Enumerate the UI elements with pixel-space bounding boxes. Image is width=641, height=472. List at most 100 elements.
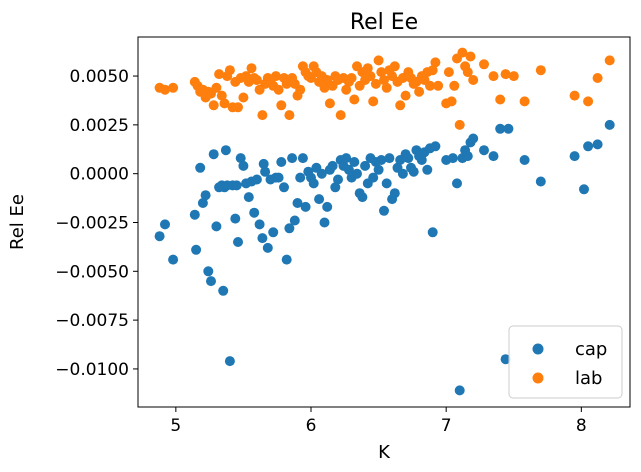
cap-point bbox=[333, 174, 343, 185]
lab-point bbox=[414, 86, 425, 97]
cap-point bbox=[168, 254, 179, 265]
cap-point bbox=[297, 153, 308, 164]
y-axis-label: Rel Ee bbox=[7, 194, 28, 250]
lab-point bbox=[365, 71, 376, 82]
cap-point bbox=[292, 198, 303, 208]
lab-point bbox=[349, 94, 360, 105]
cap-point bbox=[300, 201, 311, 212]
x-tick-label: 6 bbox=[306, 416, 317, 436]
points-layer bbox=[154, 47, 615, 396]
cap-point bbox=[189, 209, 200, 220]
lab-point bbox=[395, 100, 406, 111]
lab-point bbox=[238, 92, 249, 103]
lab-point bbox=[443, 67, 454, 78]
cap-point bbox=[314, 194, 325, 205]
lab-point bbox=[449, 80, 460, 91]
cap-point bbox=[583, 141, 594, 152]
cap-point bbox=[284, 223, 295, 234]
lab-point bbox=[535, 65, 546, 76]
lab-point bbox=[273, 84, 284, 95]
lab-point bbox=[495, 94, 506, 105]
x-axis-label: K bbox=[378, 442, 391, 463]
cap-point bbox=[427, 227, 438, 238]
lab-point bbox=[583, 96, 594, 107]
lab-point bbox=[319, 82, 330, 93]
cap-point bbox=[368, 172, 379, 183]
x-tick-label: 5 bbox=[170, 416, 181, 436]
cap-point bbox=[218, 285, 229, 296]
cap-point bbox=[343, 164, 354, 175]
cap-point bbox=[254, 219, 265, 230]
lab-point bbox=[376, 67, 387, 78]
cap-point bbox=[208, 149, 219, 160]
x-tick-label: 8 bbox=[576, 416, 587, 436]
cap-point bbox=[289, 215, 300, 226]
cap-point bbox=[154, 231, 165, 242]
lab-point bbox=[457, 47, 468, 58]
cap-point bbox=[452, 178, 462, 189]
lab-point bbox=[270, 71, 281, 82]
cap-point bbox=[430, 141, 441, 152]
cap-point bbox=[447, 153, 458, 164]
lab-point bbox=[168, 82, 179, 93]
cap-point bbox=[422, 164, 433, 175]
cap-point bbox=[454, 385, 465, 396]
cap-point bbox=[322, 201, 333, 212]
lab-point bbox=[208, 100, 219, 111]
legend-label-cap: cap bbox=[575, 339, 607, 360]
cap-point bbox=[379, 205, 389, 216]
cap-point bbox=[230, 213, 241, 224]
cap-point bbox=[330, 182, 341, 193]
lab-point bbox=[246, 63, 257, 74]
legend-marker-cap bbox=[532, 343, 544, 355]
lab-point bbox=[508, 71, 519, 82]
cap-point bbox=[295, 172, 306, 183]
cap-point bbox=[357, 192, 368, 203]
cap-point bbox=[251, 174, 262, 185]
cap-point bbox=[262, 242, 273, 253]
lab-point bbox=[276, 100, 287, 111]
lab-point bbox=[214, 69, 225, 80]
lab-point bbox=[592, 73, 603, 83]
cap-point bbox=[191, 244, 202, 255]
chart-title: Rel Ee bbox=[350, 10, 418, 35]
x-axis-ticks: 5 6 7 8 bbox=[170, 407, 587, 436]
lab-point bbox=[465, 51, 476, 62]
lab-point bbox=[500, 69, 511, 80]
cap-point bbox=[238, 160, 249, 171]
lab-point bbox=[324, 98, 335, 109]
cap-point bbox=[403, 153, 414, 164]
cap-point bbox=[206, 276, 216, 287]
y-tick-label: 0.0050 bbox=[70, 67, 129, 87]
lab-point bbox=[446, 96, 457, 107]
lab-point bbox=[211, 82, 222, 93]
lab-point bbox=[381, 82, 392, 93]
lab-point bbox=[425, 80, 435, 91]
cap-point bbox=[279, 182, 289, 193]
cap-point bbox=[488, 151, 499, 162]
cap-point bbox=[287, 153, 298, 164]
cap-point bbox=[604, 119, 615, 130]
lab-point bbox=[479, 59, 489, 70]
cap-point bbox=[243, 192, 254, 203]
lab-point bbox=[427, 65, 438, 76]
lab-point bbox=[368, 96, 379, 107]
cap-point bbox=[257, 233, 268, 244]
cap-point bbox=[503, 123, 514, 134]
cap-point bbox=[389, 188, 400, 199]
lab-point bbox=[224, 65, 235, 76]
cap-point bbox=[249, 207, 260, 218]
lab-point bbox=[346, 73, 357, 83]
cap-point bbox=[416, 155, 427, 165]
cap-point bbox=[349, 157, 360, 167]
cap-point bbox=[260, 166, 271, 177]
lab-point bbox=[379, 75, 389, 85]
y-tick-label: −0.0075 bbox=[55, 311, 129, 331]
legend: cap lab bbox=[508, 325, 623, 399]
lab-point bbox=[454, 119, 465, 130]
legend-box bbox=[508, 325, 623, 399]
lab-point bbox=[604, 55, 615, 66]
cap-point bbox=[495, 123, 506, 134]
cap-point bbox=[479, 145, 489, 156]
